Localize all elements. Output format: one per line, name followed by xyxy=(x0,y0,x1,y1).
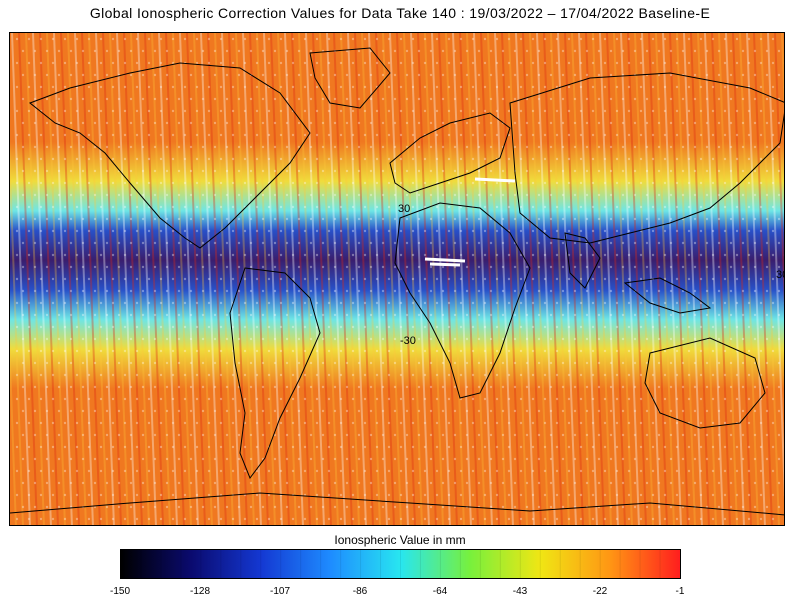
data-gap-0 xyxy=(474,177,516,183)
colorbar-tick: -22 xyxy=(592,586,608,597)
coastline-8 xyxy=(644,337,766,429)
track-markers xyxy=(15,37,784,521)
colorbar-tick: -1 xyxy=(675,586,685,597)
coastline-2 xyxy=(229,267,321,480)
lat-label-south: -30 xyxy=(400,335,416,347)
colorbar-fill xyxy=(121,550,680,578)
data-gap-2 xyxy=(429,262,461,267)
coastline-4 xyxy=(394,202,531,399)
data-gap-1 xyxy=(424,257,466,263)
colorbar-gradient xyxy=(121,550,680,578)
colorbar-tick: -86 xyxy=(352,586,368,597)
coastline-6 xyxy=(564,232,601,289)
ionosphere-map xyxy=(10,33,784,525)
colorbar xyxy=(120,549,681,579)
colorbar-tick: -107 xyxy=(269,586,291,597)
colorbar-tick: -150 xyxy=(109,586,131,597)
map-frame: 30 -30 30 xyxy=(9,32,785,526)
coastline-3 xyxy=(389,112,511,194)
colorbar-title: Ionospheric Value in mm xyxy=(334,533,466,547)
coastline-1 xyxy=(309,47,391,109)
lat-label-east: 30 xyxy=(776,269,784,281)
colorbar-tick: -64 xyxy=(432,586,448,597)
colorbar-tick: -43 xyxy=(512,586,528,597)
coastline-7 xyxy=(623,277,712,314)
coastline-5 xyxy=(509,72,784,244)
colorbar-tick: -128 xyxy=(189,586,211,597)
map-title: Global Ionospheric Correction Values for… xyxy=(89,5,711,21)
lat-label-north: 30 xyxy=(398,203,411,215)
orbit-tracks xyxy=(10,33,784,525)
coastlines xyxy=(10,47,784,516)
coastline-9 xyxy=(10,492,784,516)
coastline-0 xyxy=(29,62,311,249)
